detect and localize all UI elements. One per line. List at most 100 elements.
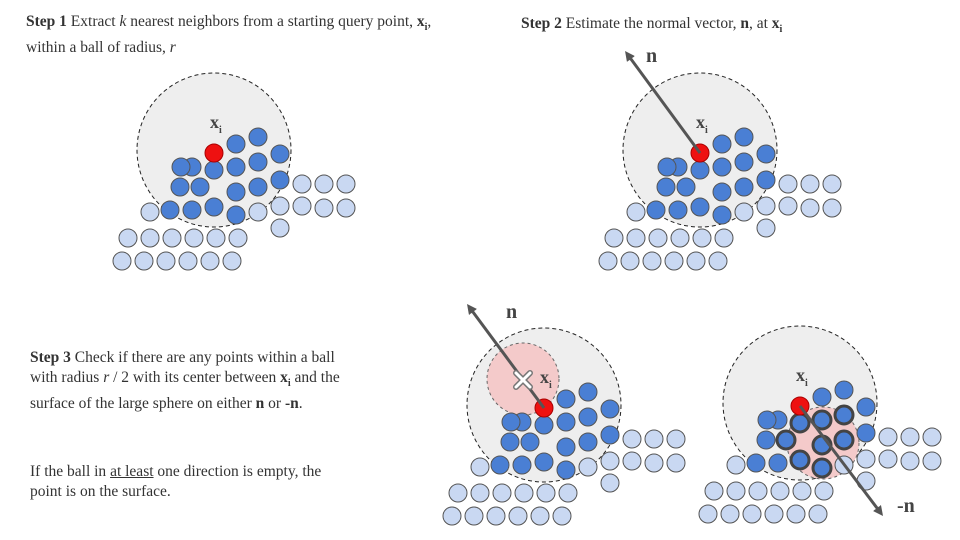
neighbor-point bbox=[512, 455, 532, 475]
background-point bbox=[778, 174, 798, 194]
background-point bbox=[708, 251, 728, 271]
background-point bbox=[664, 251, 684, 271]
step3-caption: Step 3 Check if there are any points wit… bbox=[30, 349, 340, 413]
background-point bbox=[704, 481, 724, 501]
normal-arrow bbox=[467, 303, 546, 409]
background-point bbox=[692, 228, 712, 248]
background-point bbox=[552, 506, 572, 526]
background-point bbox=[336, 174, 356, 194]
background-point bbox=[822, 174, 842, 194]
neighbor-point bbox=[556, 412, 576, 432]
background-point bbox=[314, 198, 334, 218]
background-point bbox=[270, 196, 290, 216]
neighbor-point bbox=[811, 409, 833, 431]
neighbor-point bbox=[270, 144, 290, 164]
background-point bbox=[714, 228, 734, 248]
neighbor-point bbox=[534, 415, 554, 435]
n-label: n bbox=[646, 45, 657, 67]
neighbor-point bbox=[556, 389, 576, 409]
neighbor-point bbox=[520, 432, 540, 452]
neighbor-point bbox=[578, 382, 598, 402]
panel-step2: xi n bbox=[598, 45, 842, 271]
background-point bbox=[448, 483, 468, 503]
neighbor-point bbox=[490, 455, 510, 475]
panel-step1: xi bbox=[112, 72, 356, 271]
neighbor-point bbox=[734, 177, 754, 197]
neighbor-point bbox=[789, 449, 811, 471]
neighbor-point bbox=[248, 127, 268, 147]
background-point bbox=[770, 481, 790, 501]
background-point bbox=[156, 251, 176, 271]
neighbor-point bbox=[833, 429, 855, 451]
neg-n-label: -n bbox=[897, 495, 915, 517]
background-point bbox=[800, 174, 820, 194]
background-point bbox=[530, 506, 550, 526]
background-point bbox=[686, 251, 706, 271]
background-point bbox=[162, 228, 182, 248]
background-point bbox=[178, 251, 198, 271]
background-point bbox=[184, 228, 204, 248]
neighbor-point bbox=[556, 437, 576, 457]
neighbor-point bbox=[676, 177, 696, 197]
background-point bbox=[492, 483, 512, 503]
neighbor-point bbox=[757, 410, 777, 430]
neighbor-point bbox=[226, 205, 246, 225]
neighbor-point bbox=[811, 457, 833, 479]
background-point bbox=[756, 196, 776, 216]
neighbor-point bbox=[190, 177, 210, 197]
background-point bbox=[464, 506, 484, 526]
background-point bbox=[514, 483, 534, 503]
neighbor-point bbox=[226, 134, 246, 154]
neighbor-point bbox=[833, 404, 855, 426]
neighbor-point bbox=[578, 432, 598, 452]
background-point bbox=[622, 429, 642, 449]
background-point bbox=[508, 506, 528, 526]
background-point bbox=[792, 481, 812, 501]
neighbor-point bbox=[646, 200, 666, 220]
xi-label: xi bbox=[540, 367, 552, 391]
background-point bbox=[720, 504, 740, 524]
background-point bbox=[666, 429, 686, 449]
neighbor-point bbox=[248, 177, 268, 197]
background-point bbox=[922, 427, 942, 447]
step2-caption: Step 2 Estimate the normal vector, n, at… bbox=[521, 15, 783, 36]
step1-caption: Step 1 Extract k nearest neighbors from … bbox=[26, 13, 432, 57]
neighbor-point bbox=[856, 397, 876, 417]
background-point bbox=[900, 427, 920, 447]
background-point bbox=[878, 427, 898, 447]
neighbor-point bbox=[734, 127, 754, 147]
query-point bbox=[204, 143, 224, 163]
neighbor-point bbox=[204, 197, 224, 217]
background-point bbox=[726, 481, 746, 501]
neighbor-point bbox=[270, 170, 290, 190]
neighbor-point bbox=[812, 387, 832, 407]
neighbor-point bbox=[756, 144, 776, 164]
background-point bbox=[536, 483, 556, 503]
background-point bbox=[314, 174, 334, 194]
background-point bbox=[600, 451, 620, 471]
background-point bbox=[642, 251, 662, 271]
neighbor-point bbox=[556, 460, 576, 480]
background-point bbox=[206, 228, 226, 248]
background-point bbox=[726, 455, 746, 475]
neighbor-point bbox=[578, 407, 598, 427]
neighbor-point bbox=[656, 177, 676, 197]
neighbor-point bbox=[182, 200, 202, 220]
background-point bbox=[748, 481, 768, 501]
background-point bbox=[558, 483, 578, 503]
background-point bbox=[292, 174, 312, 194]
background-point bbox=[764, 504, 784, 524]
background-point bbox=[648, 228, 668, 248]
background-point bbox=[578, 457, 598, 477]
background-point bbox=[134, 251, 154, 271]
background-point bbox=[808, 504, 828, 524]
background-point bbox=[270, 218, 290, 238]
background-point bbox=[822, 198, 842, 218]
surface-rule-note: If the ball in at least one direction is… bbox=[30, 463, 322, 500]
background-point bbox=[622, 451, 642, 471]
background-point bbox=[734, 202, 754, 222]
background-point bbox=[878, 449, 898, 469]
neighbor-point bbox=[746, 453, 766, 473]
background-point bbox=[486, 506, 506, 526]
background-point bbox=[442, 506, 462, 526]
